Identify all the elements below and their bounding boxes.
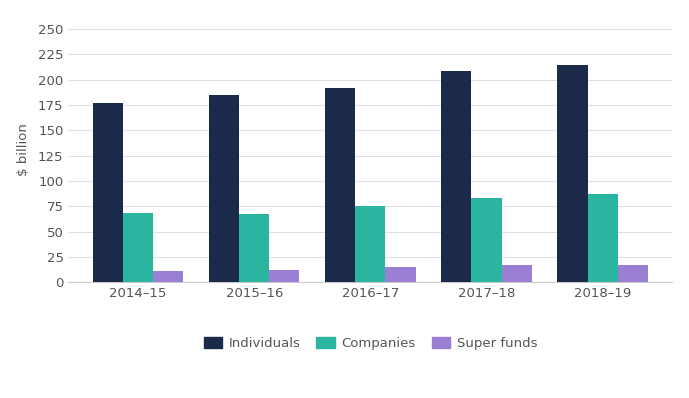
Legend: Individuals, Companies, Super funds: Individuals, Companies, Super funds xyxy=(198,331,542,355)
Bar xyxy=(239,214,269,282)
Bar xyxy=(356,206,385,282)
Bar xyxy=(325,88,356,282)
Bar xyxy=(93,103,123,282)
Bar xyxy=(557,65,588,282)
Bar xyxy=(209,95,239,282)
Bar xyxy=(588,194,618,282)
Bar xyxy=(441,71,471,282)
Bar xyxy=(471,198,502,282)
Bar xyxy=(153,271,183,282)
Bar xyxy=(123,213,153,282)
Bar xyxy=(385,267,415,282)
Bar xyxy=(502,265,532,282)
Y-axis label: $ billion: $ billion xyxy=(17,123,30,176)
Bar xyxy=(618,265,648,282)
Bar xyxy=(269,270,300,282)
